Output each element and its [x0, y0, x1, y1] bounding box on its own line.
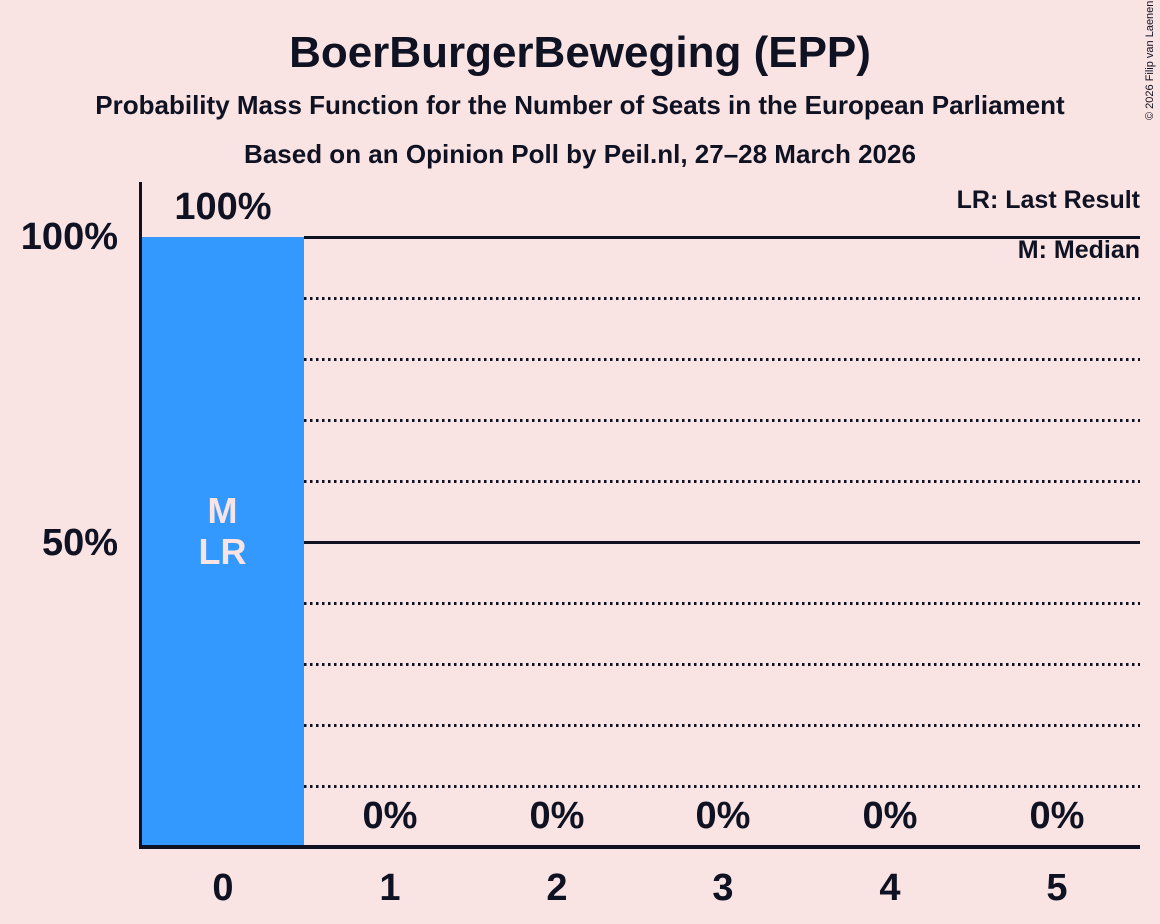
legend-median: M: Median: [1017, 236, 1140, 264]
bar-seats-0: [142, 237, 304, 845]
value-label-seats-4: 0%: [862, 795, 918, 837]
gridline-solid-100: [304, 236, 1140, 239]
x-axis-label-5: 5: [1046, 867, 1068, 909]
chart-subtitle: Probability Mass Function for the Number…: [95, 90, 1065, 120]
gridline-dotted-60: [304, 480, 1140, 483]
value-label-seats-2: 0%: [529, 795, 585, 837]
gridline-dotted-70: [304, 419, 1140, 422]
gridline-solid-50: [304, 541, 1140, 544]
gridline-dotted-80: [304, 358, 1140, 361]
chart-title: BoerBurgerBeweging (EPP): [289, 28, 871, 77]
x-axis-line: [139, 845, 1140, 849]
value-label-seats-5: 0%: [1029, 795, 1085, 837]
value-label-seats-3: 0%: [695, 795, 751, 837]
gridline-dotted-30: [304, 663, 1140, 666]
y-axis-label-50: 50%: [41, 522, 118, 564]
x-axis-label-1: 1: [379, 867, 401, 909]
gridline-dotted-40: [304, 602, 1140, 605]
bar-median-lastresult-annotation: M LR: [141, 490, 304, 572]
last-result-marker: LR: [198, 531, 247, 572]
gridline-dotted-90: [304, 297, 1140, 300]
median-marker: M: [207, 490, 238, 531]
x-axis-label-0: 0: [212, 867, 234, 909]
y-axis-line: [139, 182, 142, 848]
value-label-seats-1: 0%: [362, 795, 418, 837]
gridline-dotted-10: [304, 785, 1140, 788]
x-axis-label-3: 3: [712, 867, 734, 909]
chart-source-line: Based on an Opinion Poll by Peil.nl, 27–…: [244, 139, 916, 169]
y-axis-label-100: 100%: [20, 216, 118, 258]
value-label-seats-0: 100%: [174, 186, 272, 228]
copyright-notice: © 2026 Filip van Laenen: [1144, 0, 1156, 120]
x-axis-label-2: 2: [546, 867, 568, 909]
legend-last-result: LR: Last Result: [956, 186, 1140, 214]
x-axis-label-4: 4: [879, 867, 901, 909]
gridline-dotted-20: [304, 724, 1140, 727]
